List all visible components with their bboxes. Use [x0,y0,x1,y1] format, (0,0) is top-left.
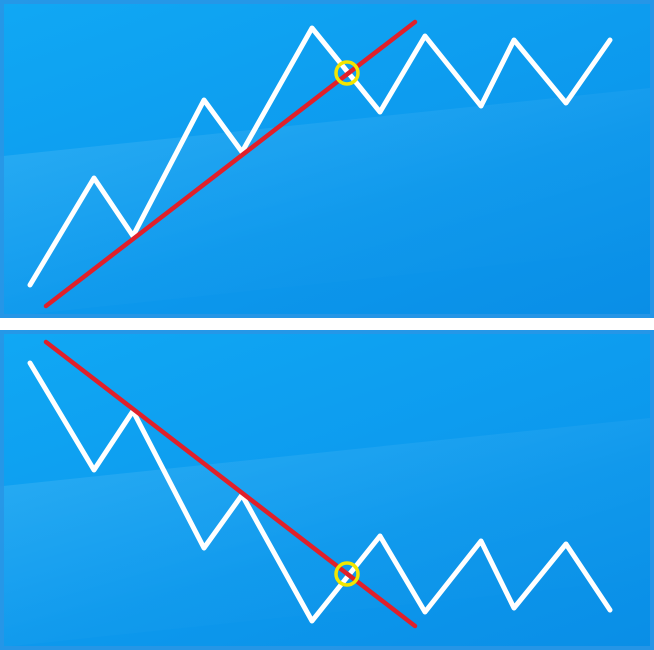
downtrend-breakout-marker [334,561,360,587]
downtrend-red-trendline [43,339,418,629]
uptrend-price-zigzag [27,25,613,288]
panel-separator [0,318,654,330]
downtrend-price-zigzag [27,360,613,624]
downtrend-diagram [27,339,613,629]
uptrend-panel [0,0,654,318]
uptrend-diagram [27,19,613,309]
downtrend-panel [0,330,654,650]
uptrend-breakout-marker [334,60,360,86]
uptrend-red-trendline [43,19,418,309]
